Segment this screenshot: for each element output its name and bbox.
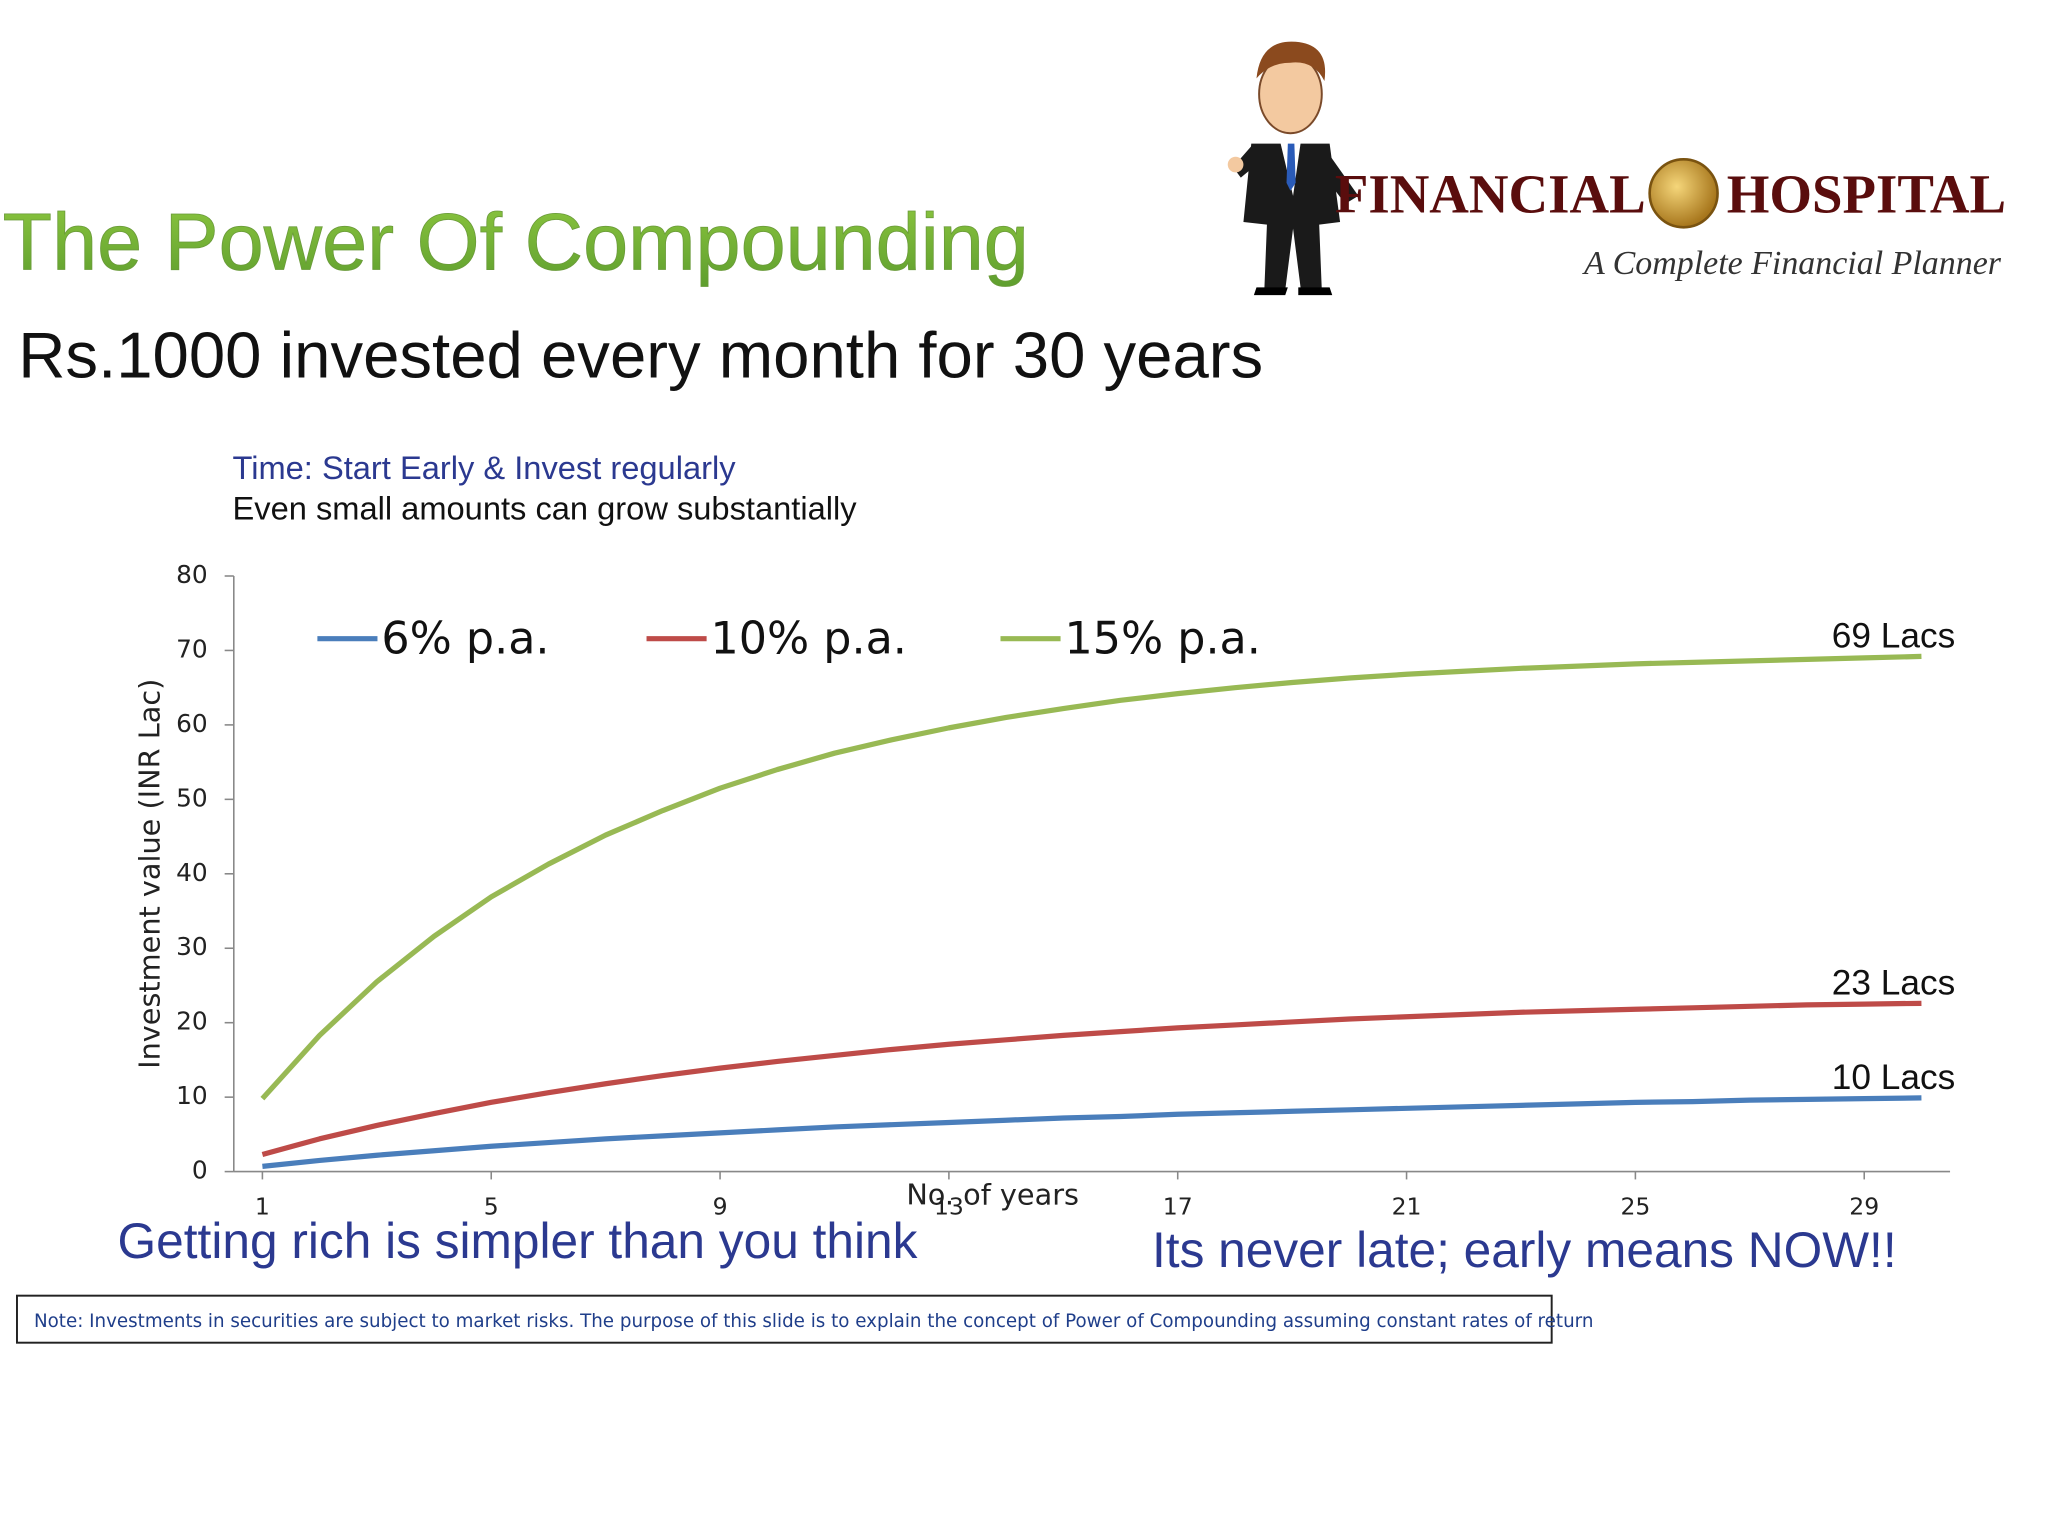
slide-subtitle: Rs.1000 invested every month for 30 year… [18,319,1263,392]
chart-title: Time: Start Early & Invest regularly [232,449,736,486]
y-tick-label: 60 [176,709,208,738]
note-box [16,1294,1553,1344]
y-tick-label: 40 [176,858,208,887]
x-tick-label: 17 [1163,1193,1193,1221]
legend-label: 15% p.a. [1064,613,1260,664]
y-tick-label: 50 [176,783,208,812]
y-tick-label: 30 [176,932,208,961]
end-label: 23 Lacs [1832,963,1955,1002]
y-tick-label: 10 [176,1081,208,1110]
x-tick-label: 21 [1392,1193,1422,1221]
series-line [262,1095,1922,1169]
x-tick-label: 29 [1849,1193,1879,1221]
y-tick-label: 70 [176,634,208,663]
logo-name: FINANCIAL [1335,163,1646,224]
x-tick-label: 9 [713,1193,728,1221]
legend-label: 6% p.a. [381,613,549,664]
series-line [261,1000,1922,1157]
series-line [260,653,1922,1101]
y-tick-label: 0 [192,1156,208,1185]
note: Note: Investments in securities are subj… [34,1311,1593,1332]
caption: Getting rich is simpler than you think [118,1213,918,1269]
x-tick-label: 13 [934,1193,964,1221]
y-tick-label: 80 [176,560,208,589]
y-tick-label: 20 [176,1007,208,1036]
legend-label: 10% p.a. [711,613,907,664]
logo-name: HOSPITAL [1727,163,2006,224]
chart-subtitle: Even small amounts can grow substantiall… [232,489,857,526]
y-axis-label: Investment value (INR Lac) [133,679,167,1069]
end-label: 10 Lacs [1832,1058,1955,1097]
x-tick-label: 25 [1620,1193,1650,1221]
logo-coin [1648,158,1719,229]
x-tick-label: 1 [255,1193,270,1221]
slide-title: The Power Of Compounding [3,198,1029,288]
x-tick-label: 5 [484,1193,499,1221]
end-label: 69 Lacs [1832,616,1955,655]
logo-mascot [1227,41,1359,296]
logo-tagline: A Complete Financial Planner [1582,245,2002,282]
caption: Its never late; early means NOW!! [1152,1222,1897,1278]
x-axis-label: No. of years [906,1177,1079,1211]
